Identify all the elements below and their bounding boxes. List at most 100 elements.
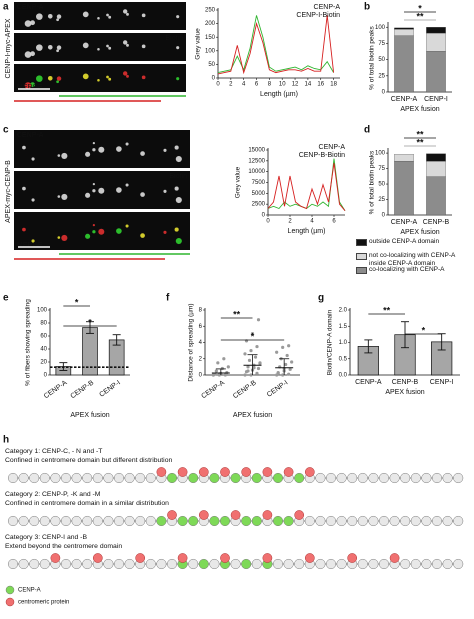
significance-label: * <box>422 325 426 335</box>
y-tick-label: 5000 <box>252 191 266 197</box>
signal-spot <box>122 40 128 45</box>
signal-spot <box>61 234 68 242</box>
signal-spot <box>92 230 96 234</box>
sd-bar <box>247 354 258 375</box>
signal-spot <box>85 151 91 157</box>
x-tick-label: CENP-A <box>391 96 418 103</box>
y-tick-label: 0 <box>262 213 266 219</box>
nucleosome <box>7 515 19 527</box>
category-title: Category 3: CENP-I and -B <box>5 534 87 541</box>
nucleosome <box>124 558 135 570</box>
data-point <box>211 373 215 377</box>
significance-label: ** <box>233 309 241 319</box>
signal-spot <box>174 186 179 191</box>
nucleosome <box>188 558 199 570</box>
y-tick-label: 100 <box>205 48 216 54</box>
signal-spot <box>108 46 112 50</box>
protein <box>198 510 209 520</box>
signal-spot <box>36 13 43 20</box>
panel-letter: d <box>364 125 370 136</box>
nucleosome <box>177 515 188 527</box>
y-tick-label: 250 <box>205 8 216 14</box>
panel-letter: c <box>3 125 9 136</box>
error-bar <box>86 321 94 334</box>
y-tick-label: 1.0 <box>339 340 348 346</box>
protein <box>135 553 146 563</box>
nucleosome <box>230 472 241 484</box>
data-point <box>256 366 261 371</box>
signal-spot <box>92 223 95 227</box>
x-tick-label: 4 <box>310 219 314 225</box>
category-description: Confined in centromere domain but differ… <box>5 457 172 464</box>
signal-spot <box>82 73 89 80</box>
nucleosome <box>18 472 29 484</box>
x-axis-label: APEX fusion <box>70 412 109 419</box>
signal-spot <box>30 51 35 57</box>
legend-text: outside CENP-A domain <box>369 238 440 245</box>
data-point <box>246 369 250 373</box>
signal-spot <box>82 42 89 49</box>
nucleosome <box>368 515 379 527</box>
x-tick-label: CENP-B <box>392 379 419 386</box>
signal-spot <box>140 192 145 197</box>
nucleosome <box>421 558 432 570</box>
nucleosome <box>29 472 40 484</box>
y-tick-label: 100 <box>375 25 386 31</box>
panel-letter: h <box>3 435 9 446</box>
signal-spot <box>92 189 96 193</box>
signal-spot <box>108 77 112 81</box>
signal-spot <box>116 187 122 193</box>
channel-label: CENP-A <box>17 4 44 11</box>
signal-spot <box>174 145 179 150</box>
data-point <box>287 372 291 376</box>
bar-segment <box>426 160 446 177</box>
nucleosome <box>71 515 82 527</box>
legend-entry: centromeric protein <box>18 600 69 606</box>
signal-spot <box>141 44 146 49</box>
nucleosome <box>71 472 82 484</box>
significance-label: * <box>75 297 79 307</box>
protein <box>220 553 230 563</box>
nucleosome <box>145 472 156 484</box>
protein <box>177 553 188 563</box>
x-tick-label: 18 <box>330 82 337 88</box>
y-tick-label: 0 <box>212 76 216 82</box>
significance-label: ** <box>416 137 424 147</box>
bar-segment <box>426 27 446 34</box>
signal-spot <box>176 15 180 19</box>
signal-spot <box>106 13 109 17</box>
data-point <box>223 373 227 377</box>
legend-text: co-localizing with CENP-A <box>369 266 445 273</box>
nucleosome <box>113 558 125 570</box>
nucleosome <box>251 472 262 484</box>
nucleosome <box>166 558 178 570</box>
signal-spot <box>122 71 128 76</box>
legend-entry: CENP-A <box>319 144 346 151</box>
channel-label: MERGE <box>17 242 43 249</box>
x-tick-label: CENP-A <box>391 219 418 226</box>
signal-spot <box>36 75 43 82</box>
y-tick-label: 20 <box>40 360 47 366</box>
x-tick-label: CENP-I <box>266 379 289 398</box>
y-axis-label: Distance of spreading (µm) <box>188 303 195 381</box>
micrograph <box>14 33 186 61</box>
bar-segment <box>394 160 414 216</box>
y-tick-label: 50 <box>378 182 385 188</box>
signal-spot <box>163 230 167 234</box>
nucleosome <box>283 515 294 527</box>
signal-spot <box>31 157 35 161</box>
y-tick-label: 0.0 <box>339 373 348 379</box>
signal-spot <box>85 192 91 198</box>
nucleosome <box>410 558 421 570</box>
nucleosome <box>400 558 411 570</box>
nucleosome <box>135 515 146 527</box>
nucleosome <box>145 558 156 570</box>
x-tick-label: 2 <box>288 219 292 225</box>
signal-spot <box>56 49 59 53</box>
x-tick-label: 0 <box>266 219 270 225</box>
y-tick-label: 50 <box>208 62 215 68</box>
signal-spot <box>85 233 91 239</box>
legend-entry: CENP-A <box>314 4 341 11</box>
y-tick-label: 0 <box>382 90 386 96</box>
